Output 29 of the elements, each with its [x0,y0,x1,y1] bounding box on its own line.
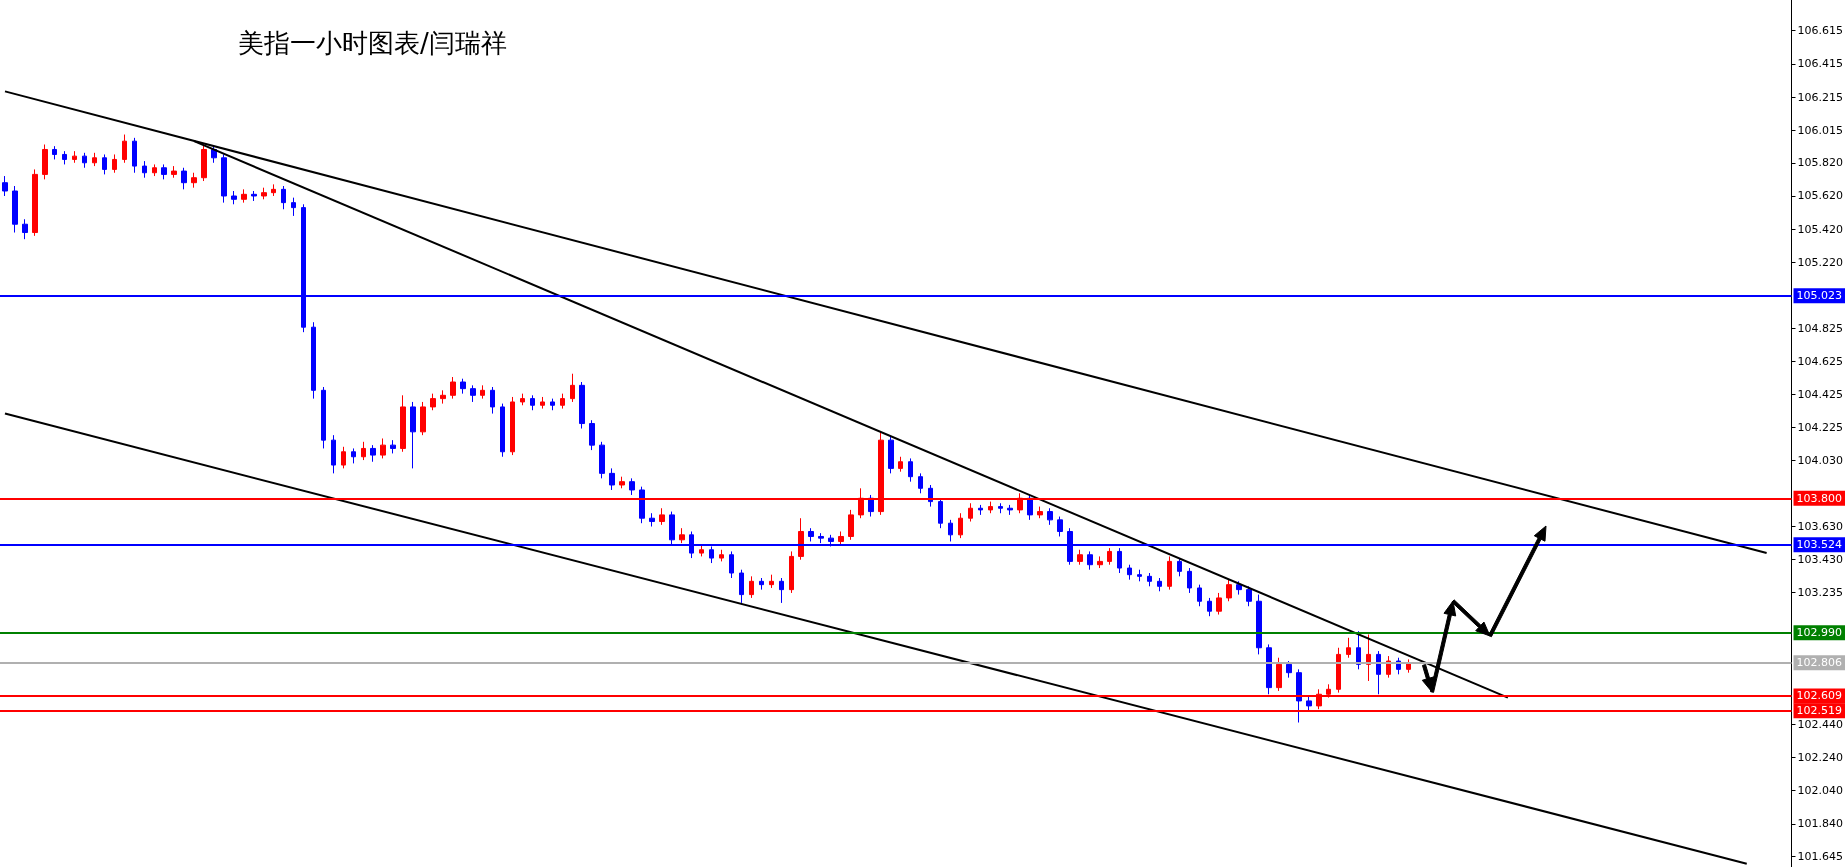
y-tick-label: 101.645 [1797,849,1844,863]
y-tick-label: 106.615 [1797,24,1844,38]
ref-line-label: 103.800 [1796,491,1843,505]
ref-line-label: 102.806 [1796,656,1843,670]
y-tick-label: 106.415 [1797,57,1844,71]
y-tick-label: 103.630 [1797,520,1844,534]
y-tick-label: 106.015 [1797,123,1844,137]
ref-line-label: 103.524 [1796,538,1843,552]
y-tick-label: 105.420 [1797,222,1844,236]
y-tick-label: 105.220 [1797,255,1844,269]
text: 美指一小时图表/闫瑞祥 [238,28,507,58]
y-tick-label: 103.430 [1797,553,1844,567]
y-tick-label: 104.030 [1797,453,1844,467]
y-tick-label: 104.425 [1797,387,1844,401]
ref-line-label: 102.519 [1796,704,1843,718]
ref-line-label: 105.023 [1796,289,1843,303]
y-tick-label: 106.215 [1797,90,1844,104]
y-tick-label: 104.225 [1797,421,1844,435]
ref-line-label: 102.990 [1796,626,1843,640]
y-tick-label: 102.040 [1797,784,1844,798]
y-tick-label: 104.625 [1797,354,1844,368]
y-tick-label: 104.825 [1797,321,1844,335]
ref-line-label: 102.609 [1796,689,1843,703]
y-tick-label: 105.620 [1797,189,1844,203]
y-tick-label: 105.820 [1797,156,1844,170]
y-tick-label: 102.440 [1797,717,1844,731]
y-tick-label: 102.240 [1797,750,1844,764]
y-tick-label: 103.235 [1797,585,1844,599]
y-tick-label: 101.840 [1797,817,1844,831]
